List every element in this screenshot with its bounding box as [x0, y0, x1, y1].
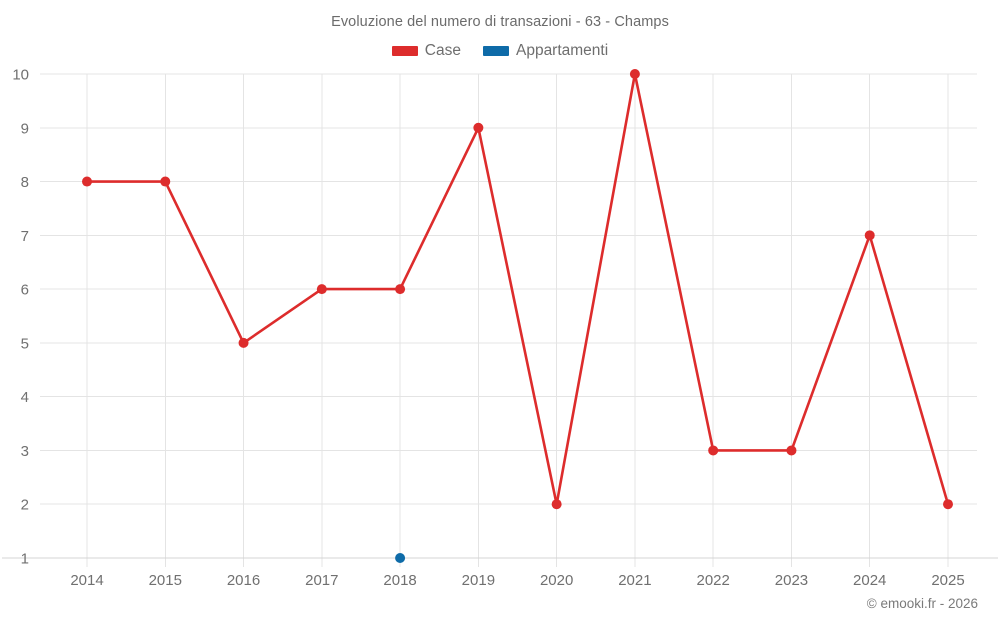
x-tick-label: 2022 [696, 572, 729, 589]
x-tick-label: 2019 [462, 572, 495, 589]
data-point[interactable] [473, 122, 484, 133]
legend-swatch-case [391, 45, 418, 56]
y-tick-label: 7 [21, 228, 29, 245]
chart-title: Evoluzione del numero di transazioni - 6… [331, 14, 669, 30]
data-point[interactable] [943, 499, 953, 510]
x-tick-label: 2015 [149, 572, 182, 589]
legend-label-appartamenti: Appartamenti [515, 42, 609, 59]
chart-legend: Case Appartamenti [0, 43, 1000, 59]
legend-label-case: Case [424, 42, 461, 59]
data-point[interactable] [864, 230, 875, 241]
x-tick-label: 2016 [227, 572, 260, 589]
data-point[interactable] [786, 445, 797, 456]
data-point[interactable] [316, 284, 327, 295]
data-point[interactable] [395, 284, 406, 295]
y-tick-label: 8 [21, 174, 29, 191]
x-tick-label: 2014 [70, 572, 103, 589]
series-appartamenti [395, 553, 406, 563]
y-tick-label: 5 [21, 335, 29, 352]
x-tick-label: 2021 [618, 572, 651, 589]
y-tick-label: 4 [21, 389, 29, 406]
data-point[interactable] [238, 337, 249, 348]
y-tick-label: 3 [21, 443, 29, 460]
y-tick-label: 2 [21, 497, 29, 514]
x-tick-label: 2025 [931, 572, 964, 589]
data-point[interactable] [82, 176, 92, 187]
x-tick-label: 2020 [540, 572, 573, 589]
x-tick-label: 2024 [853, 572, 886, 589]
y-tick-label: 9 [21, 120, 29, 137]
x-tick-label: 2018 [383, 572, 416, 589]
data-point[interactable] [551, 499, 562, 510]
footer-credit: © emooki.fr - 2026 [866, 596, 978, 611]
y-tick-label: 10 [12, 67, 29, 84]
series-case [82, 69, 953, 510]
x-tick-label: 2017 [305, 572, 338, 589]
grid-lines-vertical [86, 74, 949, 567]
data-point[interactable] [708, 445, 719, 456]
data-point[interactable] [395, 553, 406, 563]
series-line [85, 72, 950, 506]
legend-swatch-appartamenti [482, 45, 509, 56]
x-tick-label: 2023 [775, 572, 808, 589]
y-axis-tick-labels: 1 2 3 4 5 6 7 8 9 10 [12, 67, 29, 568]
x-axis-tick-labels: 2014 2015 2016 2017 2018 2019 2020 2021 2022 2023… [70, 572, 964, 589]
legend-item-case[interactable]: Case [391, 42, 461, 59]
legend-item-appartamenti[interactable]: Appartamenti [482, 42, 609, 59]
data-point[interactable] [629, 69, 640, 79]
data-point[interactable] [160, 176, 171, 187]
grid-lines-horizontal [40, 73, 977, 559]
y-tick-label: 1 [21, 551, 29, 568]
y-tick-label: 6 [21, 282, 29, 299]
